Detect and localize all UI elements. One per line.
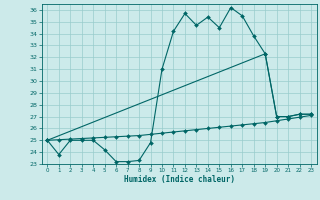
X-axis label: Humidex (Indice chaleur): Humidex (Indice chaleur) bbox=[124, 175, 235, 184]
